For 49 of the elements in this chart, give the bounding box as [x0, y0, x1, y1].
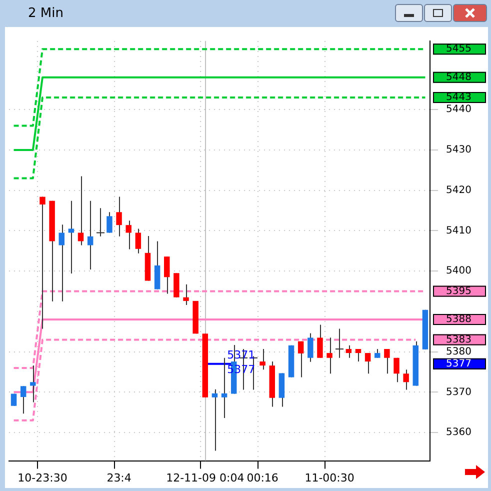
y-tick-label: 5380: [446, 346, 472, 358]
candlestick: [164, 256, 170, 294]
y-tick-label: 5400: [446, 266, 472, 277]
candlestick: [10, 393, 17, 406]
candlestick: [394, 357, 400, 383]
candlestick: [384, 348, 390, 374]
candlestick: [364, 352, 371, 374]
candlestick: [58, 224, 64, 302]
y-tick-label: 5370: [446, 386, 472, 398]
y-tick-label: 5440: [446, 104, 472, 116]
y-tick-label: 5448: [446, 72, 472, 83]
candlestick: [116, 196, 122, 237]
y-tick-label: 5395: [446, 286, 472, 297]
candlestick: [346, 344, 352, 358]
y-tick-label: 5443: [446, 92, 472, 104]
candlestick: [78, 176, 84, 246]
x-tick-label: 00:16: [246, 471, 278, 484]
candlestick: [221, 357, 228, 419]
x-tick-label: 11-00:30: [304, 471, 354, 484]
candlestick: [30, 365, 36, 403]
candlestick: [87, 200, 94, 270]
candlestick: [403, 369, 409, 390]
y-tick-label: 5360: [446, 427, 472, 438]
y-tick-label: 5430: [446, 144, 472, 156]
y-tick-label: 5388: [446, 314, 472, 326]
candlestick: [308, 332, 314, 362]
candlestick: [317, 324, 323, 358]
y-tick-label: 5455: [446, 44, 472, 55]
candlestick: [20, 386, 26, 414]
candlestick: [260, 348, 266, 370]
candlestick: [298, 340, 304, 378]
y-tick-label: 5377: [446, 358, 472, 370]
candlestick: [68, 200, 74, 274]
candlestick: [326, 337, 332, 374]
x-tick-label: 10-23:30: [18, 471, 68, 484]
y-tick-label: 5410: [446, 225, 472, 236]
x-tick-label: 23:4: [106, 471, 132, 484]
candlestick: [154, 240, 160, 290]
candlestick: [212, 388, 218, 452]
candlestick: [183, 284, 189, 306]
candlestick: [126, 220, 132, 250]
chart-title: 2 Min: [28, 6, 64, 21]
candlestick: [40, 196, 46, 330]
x-tick-label: 12-11-09 0:04: [166, 471, 244, 484]
candlestick: [106, 212, 112, 234]
y-tick-label: 5420: [446, 184, 472, 196]
y-tick-label: 5383: [446, 334, 472, 346]
candlestick: [355, 348, 362, 362]
candlestick: [135, 228, 142, 254]
